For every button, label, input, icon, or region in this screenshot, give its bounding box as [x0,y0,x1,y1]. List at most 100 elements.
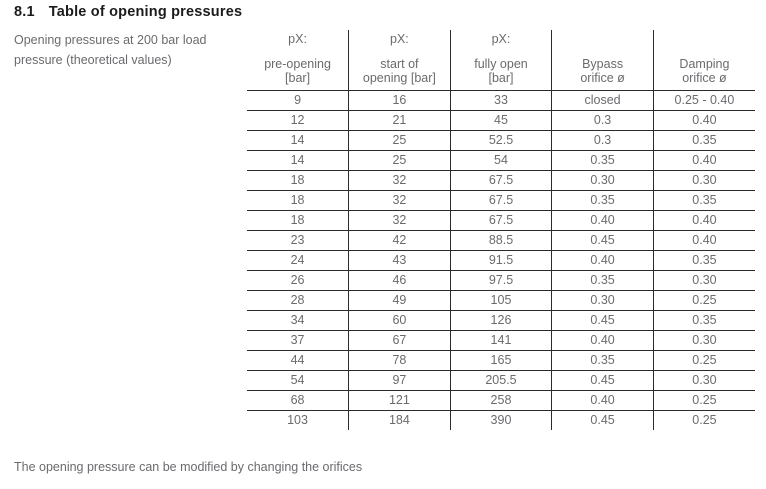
table-row: 34 60 126 0.45 0.35 [247,310,755,330]
column-header-line: pX: [288,32,307,46]
table-cell: 60 [348,310,451,330]
table-cell: 49 [348,290,451,310]
table-row: 26 46 97.5 0.35 0.30 [247,270,755,290]
table-cell: 42 [348,230,451,250]
table-row: 18 32 67.5 0.30 0.30 [247,170,755,190]
table-cell: 258 [449,390,552,410]
caption-line-1: Opening pressures at 200 bar load [14,33,207,47]
table-row: 23 42 88.5 0.45 0.40 [247,230,755,250]
column-header-line: orifice ø [682,71,727,85]
table-cell: 184 [348,410,451,430]
table-cell: 37 [290,333,305,347]
table-row: 28 49 105 0.30 0.25 [247,290,755,310]
column-header-2: pX: fully open [bar] [449,30,552,90]
table-cell: 0.40 [551,390,654,410]
table-cell: 91.5 [449,250,552,270]
column-header-1: pX: start of opening [bar] [348,30,451,90]
table-cell: 14 [290,133,305,147]
section-number: 8.1 [14,4,35,20]
table-cell: 0.45 [551,370,654,390]
table-row: 14 25 52.5 0.3 0.35 [247,130,755,150]
table-row: 103 184 390 0.45 0.25 [247,410,755,430]
column-header-line: fully open [474,57,528,71]
column-header-line: Damping [679,57,730,71]
table-cell: 165 [449,350,552,370]
table-cell: 9 [294,93,302,107]
table-cell: 0.25 [652,290,755,310]
table-cell: 0.35 [652,190,755,210]
table-cell: 121 [348,390,451,410]
table-cell: 0.30 [652,330,755,350]
table-cell: 0.30 [551,290,654,310]
table-cell: 67 [348,330,451,350]
table-cell: 52.5 [449,130,552,150]
table-cell: 34 [290,313,305,327]
table-cell: 18 [290,213,305,227]
table-cell: 25 [348,150,451,170]
opening-pressures-table: pX: pre-opening [bar] pX: start of opening [b… [247,30,755,430]
table-row: 68 121 258 0.40 0.25 [247,390,755,410]
column-header-line: start of [380,57,419,71]
table-cell: 0.35 [551,190,654,210]
table-cell: 18 [290,173,305,187]
table-body: 9 16 33 closed 0.25 - 0.40 12 21 45 0.3 0.40 14 25 5… [247,90,755,430]
table-cell: 18 [290,193,305,207]
table-cell: 0.40 [652,230,755,250]
table-cell: 0.3 [551,110,654,130]
table-cell: 0.25 [652,410,755,430]
table-cell: 105 [449,290,552,310]
table-cell: 32 [348,190,451,210]
table-cell: 0.3 [551,130,654,150]
table-cell: 0.45 [551,410,654,430]
table-cell: 54 [449,150,552,170]
table-row: 54 97 205.5 0.45 0.30 [247,370,755,390]
table-cell: 67.5 [449,170,552,190]
column-header-line: pre-opening [264,57,331,71]
table-cell: 103 [287,413,308,428]
table-cell: 0.30 [652,170,755,190]
column-header-line [654,33,755,46]
table-cell: 390 [449,410,552,430]
table-cell: 33 [449,90,552,110]
table-cell: 0.40 [652,210,755,230]
table-cell: 0.40 [551,210,654,230]
table-cell: 45 [449,110,552,130]
table-cell: 0.30 [652,270,755,290]
column-header-line: [bar] [285,71,311,85]
table-cell: 12 [290,113,305,127]
table-cell: 0.35 [551,350,654,370]
table-cell: 44 [290,353,305,367]
table-cell: 68 [290,393,305,407]
column-header-line: orifice ø [580,71,625,85]
table-row: 24 43 91.5 0.40 0.35 [247,250,755,270]
column-header-line: Bypass [582,57,624,71]
table-cell: 25 [348,130,451,150]
table-cell: 32 [348,170,451,190]
caption-line-2: pressure (theoretical values) [14,53,172,67]
section-heading: 8.1 Table of opening pressures [14,4,242,20]
column-header-line: opening [bar] [362,71,436,85]
table-cell: 88.5 [449,230,552,250]
table-row: 18 32 67.5 0.35 0.35 [247,190,755,210]
table-cell: 0.40 [551,330,654,350]
table-cell: 32 [348,210,451,230]
table-cell: 21 [348,110,451,130]
table-cell: closed [551,90,654,110]
table-cell: 78 [348,350,451,370]
table-cell: 0.25 [652,390,755,410]
column-header-line [553,33,653,46]
table-cell: 0.30 [551,170,654,190]
table-cell: 0.35 [551,150,654,170]
table-cell: 24 [290,253,305,267]
table-cell: 205.5 [449,370,552,390]
table-cell: 0.25 - 0.40 [652,90,755,110]
table-row: 18 32 67.5 0.40 0.40 [247,210,755,230]
table-cell: 0.40 [652,150,755,170]
table-cell: 26 [290,273,305,287]
table-cell: 0.35 [551,270,654,290]
column-header-line: pX: [390,32,409,46]
table-caption: Opening pressures at 200 bar load pressu… [14,30,207,70]
table-cell: 0.30 [652,370,755,390]
table-cell: 67.5 [449,210,552,230]
table-cell: 67.5 [449,190,552,210]
